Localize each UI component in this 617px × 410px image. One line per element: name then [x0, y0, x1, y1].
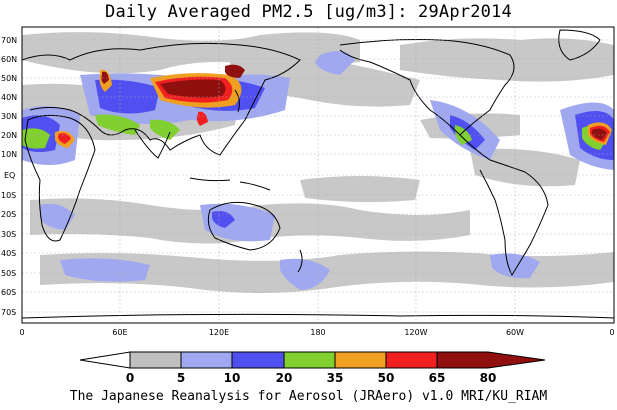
- colorbar-label: 65: [429, 371, 446, 385]
- map-title: Daily Averaged PM2.5 [ug/m3]: 29Apr2014: [105, 2, 512, 22]
- lat-label: 50N: [1, 74, 17, 83]
- lat-label: 10S: [1, 191, 16, 200]
- lon-label: 120W: [404, 328, 427, 337]
- lat-label: 70N: [1, 36, 17, 45]
- colorbar-segment: [385, 351, 438, 369]
- lon-label: 60W: [506, 328, 524, 337]
- colorbar-label: 20: [276, 371, 293, 385]
- lon-label: 180: [310, 328, 325, 337]
- lat-label: 20S: [1, 210, 16, 219]
- colorbar-label: 35: [327, 371, 344, 385]
- lat-label: 40N: [1, 93, 17, 102]
- lon-label: 60E: [112, 328, 127, 337]
- lat-label: 60N: [1, 55, 17, 64]
- lon-label: 0: [609, 328, 614, 337]
- colorbar-label: 10: [224, 371, 241, 385]
- colorbar: 0 5 10 20 35 50 65 80: [79, 351, 546, 385]
- lat-label: 50S: [1, 269, 16, 278]
- colorbar-segment: [436, 351, 546, 369]
- lat-label: 70S: [1, 308, 16, 317]
- lat-label: 30S: [1, 230, 16, 239]
- colorbar-segment: [231, 351, 285, 369]
- colorbar-label: 5: [177, 371, 185, 385]
- lat-label: 40S: [1, 249, 16, 258]
- colorbar-label: 0: [126, 371, 134, 385]
- graticule: [22, 27, 614, 323]
- lon-label: 0: [19, 328, 24, 337]
- lat-label: EQ: [4, 171, 15, 180]
- lat-label: 10N: [1, 150, 17, 159]
- colorbar-label: 50: [378, 371, 395, 385]
- lat-label: 30N: [1, 112, 17, 121]
- coastlines: [21, 29, 615, 319]
- colorbar-segment: [334, 351, 387, 369]
- lon-label: 120E: [209, 328, 229, 337]
- data-source-caption: The Japanese Reanalysis for Aerosol (JRA…: [69, 389, 548, 404]
- lat-label: 20N: [1, 131, 17, 140]
- lat-label: 60S: [1, 288, 16, 297]
- colorbar-label: 80: [480, 371, 497, 385]
- colorbar-segment: [180, 351, 233, 369]
- colorbar-segment: [283, 351, 336, 369]
- colorbar-segment: [79, 351, 131, 369]
- colorbar-segment: [129, 351, 182, 369]
- map-frame: [21, 26, 615, 324]
